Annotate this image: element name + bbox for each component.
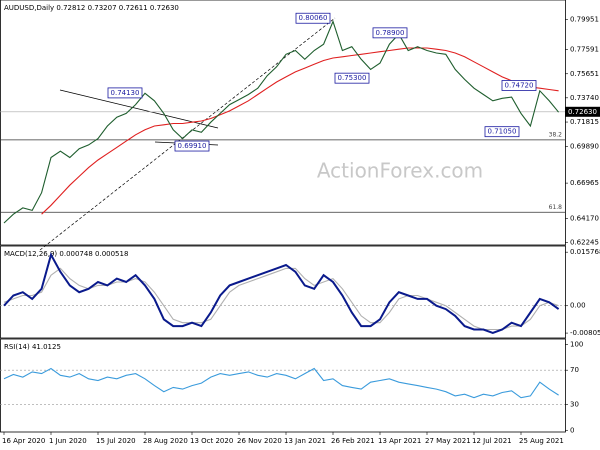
fib-label: 61.8 bbox=[549, 204, 563, 211]
trend-line bbox=[59, 89, 219, 129]
panel-title: AUDUSD,Daily 0.72812 0.73207 0.72611 0.7… bbox=[4, 4, 179, 12]
series-line bbox=[3, 267, 559, 331]
annotation-box bbox=[295, 12, 331, 24]
panel-border bbox=[0, 338, 566, 433]
annotation-box bbox=[107, 87, 143, 99]
y-tick-label: 30 bbox=[570, 401, 579, 409]
x-tick-label: 13 Apr 2021 bbox=[378, 437, 421, 445]
price-box bbox=[565, 106, 600, 117]
annotation-label: 0.69910 bbox=[178, 142, 207, 150]
x-tick-label: 13 Jan 2021 bbox=[284, 437, 326, 445]
annotation-label: 0.75300 bbox=[338, 74, 367, 82]
y-tick-label: 0.66965 bbox=[570, 179, 599, 187]
annotation-label: 0.71050 bbox=[488, 128, 517, 136]
y-tick-label: 70 bbox=[570, 366, 579, 374]
x-tick-label: 16 Apr 2020 bbox=[2, 437, 45, 445]
y-tick-label: 0.73740 bbox=[570, 94, 599, 102]
x-tick-label: 15 Jul 2020 bbox=[96, 437, 136, 445]
panel-title: RSI(14) 41.0125 bbox=[4, 343, 61, 351]
annotation-box bbox=[334, 72, 370, 84]
y-tick-label: 0.00 bbox=[570, 302, 586, 310]
price-label: 0.72630 bbox=[568, 108, 597, 116]
y-tick-label: 0.69890 bbox=[570, 142, 599, 150]
annotation-label: 0.78900 bbox=[376, 29, 405, 37]
fib-label: 38.2 bbox=[549, 131, 563, 138]
y-tick-label: 0 bbox=[570, 426, 574, 434]
annotation-box bbox=[484, 126, 520, 138]
y-tick-label: 0.77591 bbox=[570, 45, 599, 53]
x-tick-label: 26 Nov 2020 bbox=[237, 437, 282, 445]
series-line bbox=[3, 367, 559, 399]
watermark: ActionForex.com bbox=[317, 159, 483, 183]
annotation-label: 0.80060 bbox=[299, 14, 328, 22]
y-tick-label: 0.79951 bbox=[570, 16, 599, 24]
annotation-box bbox=[372, 27, 408, 39]
annotation-box bbox=[501, 80, 537, 91]
x-tick-label: 13 Oct 2020 bbox=[190, 437, 233, 445]
series-line bbox=[3, 19, 560, 224]
annotation-box bbox=[174, 140, 210, 152]
panel-border bbox=[0, 245, 566, 339]
x-tick-label: 27 May 2021 bbox=[425, 437, 471, 445]
annotation-label: 0.74130 bbox=[111, 89, 140, 97]
annotation-label: 0.74720 bbox=[505, 81, 534, 89]
x-tick-label: 28 Aug 2020 bbox=[143, 437, 188, 445]
y-tick-label: 100 bbox=[570, 340, 583, 348]
y-tick-label: 0.62245 bbox=[570, 239, 599, 247]
series-line bbox=[3, 252, 560, 334]
y-tick-label: -0.008053 bbox=[570, 329, 600, 337]
x-tick-label: 1 Jun 2020 bbox=[49, 437, 87, 445]
x-tick-label: 26 Feb 2021 bbox=[331, 437, 375, 445]
y-tick-label: 0.71815 bbox=[570, 118, 599, 126]
x-tick-label: 12 Jul 2021 bbox=[472, 437, 512, 445]
y-tick-label: 0.75651 bbox=[570, 70, 599, 78]
y-tick-label: 0.64170 bbox=[570, 214, 599, 222]
panel-title: MACD(12,26,9) 0.000748 0.000518 bbox=[4, 250, 128, 258]
y-tick-label: 0.015768 bbox=[570, 248, 600, 256]
x-tick-label: 25 Aug 2021 bbox=[519, 437, 564, 445]
series-line bbox=[41, 47, 559, 215]
panel-border bbox=[0, 0, 566, 246]
